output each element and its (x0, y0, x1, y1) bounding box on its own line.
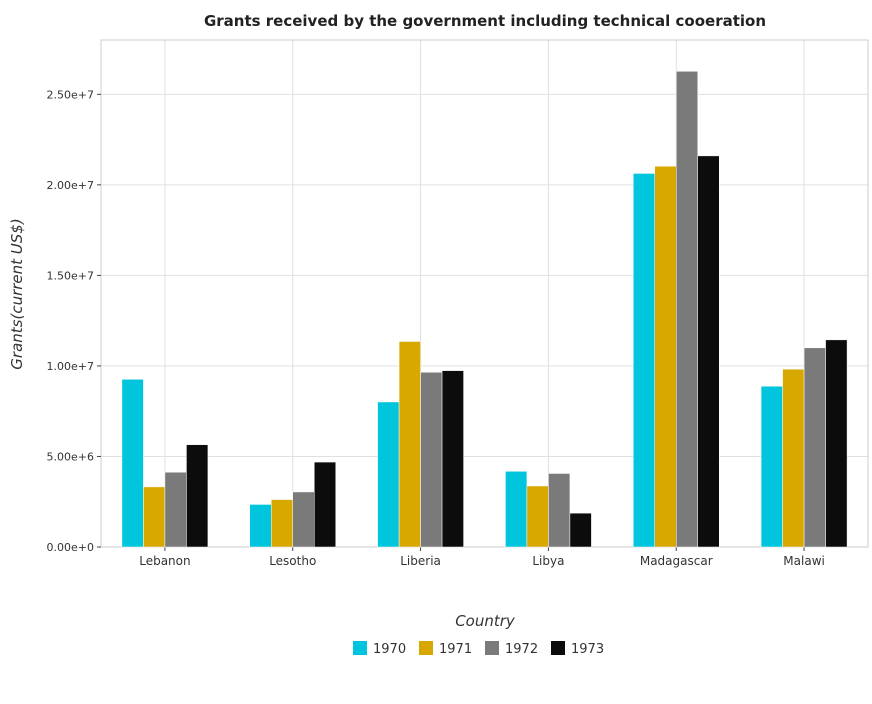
x-tick-label: Liberia (400, 554, 441, 568)
legend-swatch (419, 641, 433, 655)
bar-1973-malawi (825, 339, 848, 548)
bar-1971-malawi (782, 368, 805, 548)
bar-1970-madagascar (633, 173, 655, 548)
x-tick-label: Lesotho (269, 554, 316, 568)
bar-1973-madagascar (697, 155, 720, 548)
bar-1973-libya (569, 512, 592, 548)
bar-1971-lebanon (143, 486, 166, 548)
bar-1972-lesotho (292, 491, 315, 548)
bar-1970-liberia (377, 401, 400, 548)
y-axis-ticks: 0.00e+0 5.00e+6 1.00e+7 1.50e+7 2.00e+7 2.50e… (47, 88, 101, 554)
bar-1972-liberia (420, 372, 443, 548)
y-tick-label: 5.00e+6 (47, 450, 94, 463)
x-axis-ticks: Lebanon Lesotho Liberia Libya Madagascar Mala… (139, 547, 825, 568)
legend-swatch (551, 641, 565, 655)
y-tick-label: 1.50e+7 (47, 269, 94, 282)
x-tick-label: Malawi (783, 554, 825, 568)
bar-1973-lebanon (186, 444, 209, 548)
plot-area (100, 39, 869, 548)
bar-1972-malawi (803, 347, 826, 548)
x-axis-label: Country (455, 612, 516, 630)
bar-1970-malawi (760, 385, 783, 548)
chart-title: Grants received by the government includ… (204, 12, 766, 30)
legend-label: 1972 (505, 642, 538, 657)
bar-1971-libya (526, 485, 549, 548)
legend: 1970 1971 1972 1973 (353, 641, 604, 657)
legend-label: 1971 (439, 642, 472, 657)
bar-1972-madagascar (676, 71, 698, 548)
bar-1971-lesotho (271, 499, 293, 548)
legend-label: 1970 (373, 642, 406, 657)
legend-swatch (485, 641, 499, 655)
bar-1972-libya (548, 473, 571, 548)
bar-1970-lesotho (249, 504, 272, 548)
legend-label: 1973 (571, 642, 604, 657)
bar-1973-liberia (441, 370, 464, 548)
y-tick-label: 0.00e+0 (47, 541, 94, 554)
y-tick-label: 2.00e+7 (47, 179, 94, 192)
x-tick-label: Lebanon (139, 554, 190, 568)
bar-1970-libya (505, 471, 528, 548)
y-axis-label: Grants(current US$) (8, 218, 26, 369)
y-tick-label: 1.00e+7 (47, 360, 94, 373)
x-tick-label: Libya (532, 554, 564, 568)
bar-1971-madagascar (654, 165, 677, 548)
bar-1972-lebanon (164, 471, 187, 548)
x-tick-label: Madagascar (640, 554, 713, 568)
grid-lines (101, 40, 868, 548)
bar-1971-liberia (398, 341, 421, 548)
bars (121, 71, 848, 548)
y-tick-label: 2.50e+7 (47, 88, 94, 101)
bar-1973-lesotho (314, 461, 336, 548)
bar-1970-lebanon (121, 379, 144, 548)
legend-swatch (353, 641, 367, 655)
